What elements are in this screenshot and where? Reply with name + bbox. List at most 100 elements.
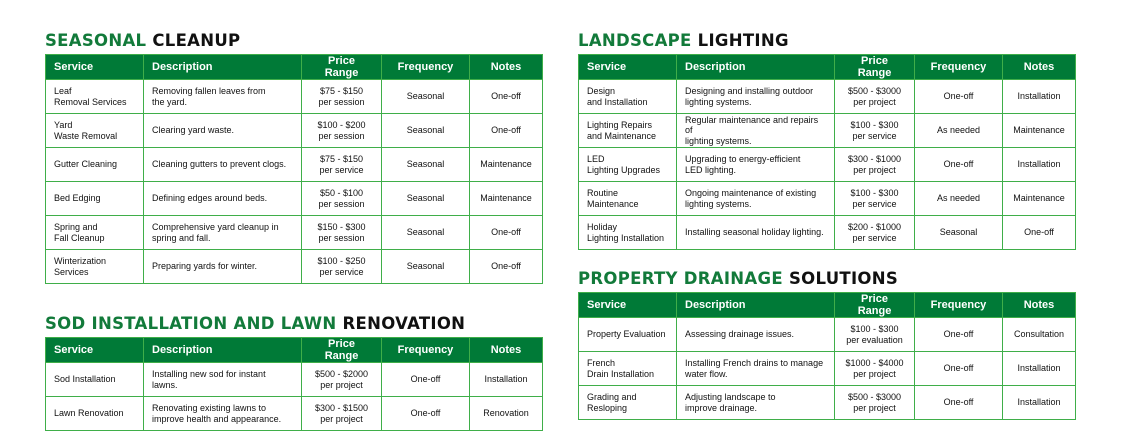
section-seasonal-cleanup: SEASONAL CLEANUP Service Description Price … xyxy=(45,30,543,284)
title-green-part: SEASONAL xyxy=(45,31,147,50)
table-cell-notes: Consultation xyxy=(1002,317,1076,352)
table-cell-description: Designing and installing outdoor lightin… xyxy=(676,79,835,114)
pricing-table: Service Description Price Range Frequency No… xyxy=(45,54,543,284)
table-row: Bed Edging Defining edges around beds. $50… xyxy=(45,181,543,216)
column-header: Notes xyxy=(1002,54,1076,80)
table-cell-frequency: One-off xyxy=(381,396,470,431)
title-black-part: CLEANUP xyxy=(152,31,241,50)
section-sod-installation: SOD INSTALLATION AND LAWN RENOVATION Serv… xyxy=(45,313,543,431)
table-row: Design and Installation Designing and ins… xyxy=(578,79,1076,114)
table-cell-frequency: Seasonal xyxy=(381,79,470,114)
table-header-row: Service Description Price Range Frequency No… xyxy=(578,292,1076,318)
table-cell-description: Regular maintenance and repairs of light… xyxy=(676,113,835,148)
title-green-part: LANDSCAPE xyxy=(578,31,692,50)
table-cell-price-range: $500 - $3000 per project xyxy=(834,385,915,420)
column-header: Description xyxy=(676,292,835,318)
table-cell-frequency: One-off xyxy=(914,147,1003,182)
table-row: Holiday Lighting Installation Installing … xyxy=(578,215,1076,250)
table-row: Property Evaluation Assessing drainage is… xyxy=(578,317,1076,352)
table-cell-price-range: $100 - $250 per service xyxy=(301,249,382,284)
table-cell-price-range: $100 - $300 per evaluation xyxy=(834,317,915,352)
table-header-row: Service Description Price Range Frequency No… xyxy=(578,54,1076,80)
table-cell-notes: Installation xyxy=(1002,147,1076,182)
table-cell-service: French Drain Installation xyxy=(578,351,677,386)
table-cell-frequency: One-off xyxy=(914,351,1003,386)
table-cell-frequency: As needed xyxy=(914,181,1003,216)
section-title: LANDSCAPE LIGHTING xyxy=(578,30,1075,54)
table-row: Spring and Fall Cleanup Comprehensive yar… xyxy=(45,215,543,250)
table-cell-price-range: $1000 - $4000 per project xyxy=(834,351,915,386)
table-cell-description: Preparing yards for winter. xyxy=(143,249,302,284)
table-row: Grading and Resloping Adjusting landscape… xyxy=(578,385,1076,420)
table-cell-notes: One-off xyxy=(469,249,543,284)
column-header: Description xyxy=(676,54,835,80)
table-cell-service: Yard Waste Removal xyxy=(45,113,144,148)
table-cell-service: LED Lighting Upgrades xyxy=(578,147,677,182)
title-green-part: PROPERTY DRAINAGE xyxy=(578,269,783,288)
column-header: Notes xyxy=(469,337,543,363)
table-cell-service: Leaf Removal Services xyxy=(45,79,144,114)
pricing-table: Service Description Price Range Frequency No… xyxy=(45,337,543,431)
table-cell-description: Defining edges around beds. xyxy=(143,181,302,216)
table-cell-description: Removing fallen leaves from the yard. xyxy=(143,79,302,114)
table-cell-description: Upgrading to energy-efficient LED lighti… xyxy=(676,147,835,182)
table-cell-notes: Maintenance xyxy=(469,181,543,216)
table-cell-notes: Installation xyxy=(1002,79,1076,114)
table-header-row: Service Description Price Range Frequency No… xyxy=(45,54,543,80)
title-black-part: SOLUTIONS xyxy=(788,269,899,288)
table-cell-description: Cleaning gutters to prevent clogs. xyxy=(143,147,302,182)
table-cell-frequency: One-off xyxy=(914,385,1003,420)
table-cell-description: Clearing yard waste. xyxy=(143,113,302,148)
column-header: Frequency xyxy=(381,337,470,363)
column-header: Service xyxy=(578,54,677,80)
column-header: Frequency xyxy=(381,54,470,80)
section-title: SEASONAL CLEANUP xyxy=(45,30,542,54)
pricing-table: Service Description Price Range Frequency No… xyxy=(578,292,1076,420)
column-header: Price Range xyxy=(301,54,382,80)
column-header: Price Range xyxy=(834,292,915,318)
column-header: Description xyxy=(143,54,302,80)
table-row: LED Lighting Upgrades Upgrading to energy… xyxy=(578,147,1076,182)
section-landscape-lighting: LANDSCAPE LIGHTING Service Description Pric… xyxy=(578,30,1076,250)
table-cell-description: Adjusting landscape to improve drainage. xyxy=(676,385,835,420)
title-green-part: SOD INSTALLATION AND LAWN xyxy=(45,314,337,333)
column-header: Notes xyxy=(1002,292,1076,318)
table-cell-description: Installing French drains to manage water… xyxy=(676,351,835,386)
table-cell-service: Bed Edging xyxy=(45,181,144,216)
table-cell-description: Installing seasonal holiday lighting. xyxy=(676,215,835,250)
table-cell-service: Winterization Services xyxy=(45,249,144,284)
table-row: Lawn Renovation Renovating existing lawns… xyxy=(45,396,543,431)
table-row: Winterization Services Preparing yards fo… xyxy=(45,249,543,284)
table-cell-service: Gutter Cleaning xyxy=(45,147,144,182)
column-header: Notes xyxy=(469,54,543,80)
table-cell-service: Lawn Renovation xyxy=(45,396,144,431)
table-cell-description: Assessing drainage issues. xyxy=(676,317,835,352)
table-cell-frequency: Seasonal xyxy=(381,113,470,148)
column-header: Service xyxy=(578,292,677,318)
table-cell-price-range: $75 - $150 per session xyxy=(301,79,382,114)
table-cell-service: Spring and Fall Cleanup xyxy=(45,215,144,250)
table-cell-frequency: Seasonal xyxy=(381,147,470,182)
table-row: Routine Maintenance Ongoing maintenance o… xyxy=(578,181,1076,216)
table-cell-frequency: Seasonal xyxy=(381,249,470,284)
table-cell-price-range: $100 - $300 per service xyxy=(834,181,915,216)
table-cell-frequency: Seasonal xyxy=(381,181,470,216)
table-cell-price-range: $200 - $1000 per service xyxy=(834,215,915,250)
table-cell-description: Installing new sod for instant lawns. xyxy=(143,362,302,397)
title-black-part: LIGHTING xyxy=(697,31,789,50)
table-cell-frequency: One-off xyxy=(914,79,1003,114)
table-cell-notes: Maintenance xyxy=(1002,113,1076,148)
table-cell-price-range: $300 - $1000 per project xyxy=(834,147,915,182)
table-cell-notes: Installation xyxy=(469,362,543,397)
table-cell-notes: Maintenance xyxy=(1002,181,1076,216)
table-row: Gutter Cleaning Cleaning gutters to preve… xyxy=(45,147,543,182)
table-cell-frequency: Seasonal xyxy=(381,215,470,250)
section-property-drainage: PROPERTY DRAINAGE SOLUTIONS Service Descri… xyxy=(578,268,1076,420)
table-cell-notes: One-off xyxy=(469,113,543,148)
table-row: French Drain Installation Installing Fren… xyxy=(578,351,1076,386)
table-row: Leaf Removal Services Removing fallen lea… xyxy=(45,79,543,114)
table-cell-frequency: One-off xyxy=(914,317,1003,352)
table-cell-notes: Renovation xyxy=(469,396,543,431)
table-cell-service: Holiday Lighting Installation xyxy=(578,215,677,250)
section-title: SOD INSTALLATION AND LAWN RENOVATION xyxy=(45,313,542,337)
